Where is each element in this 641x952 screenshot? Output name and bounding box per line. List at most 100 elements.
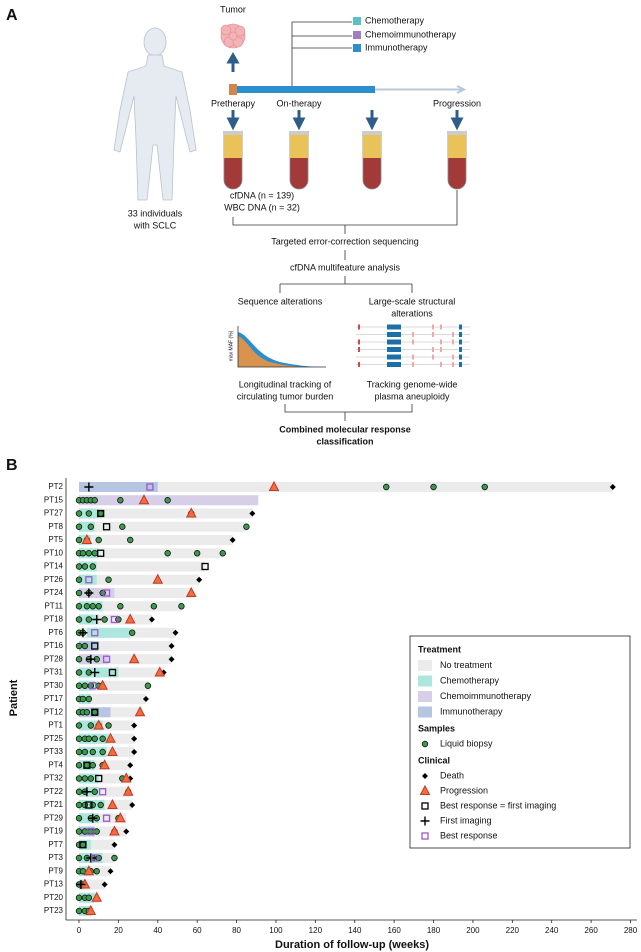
arrow [292, 110, 306, 131]
legend-symbol [419, 784, 431, 795]
segment [440, 362, 442, 367]
aneuploidy-plot [356, 324, 470, 367]
clinical-marker [105, 732, 116, 743]
clinical-marker [123, 828, 130, 835]
clinical-marker [172, 629, 179, 636]
clinical-marker [131, 735, 138, 742]
treatment-label: Chemoimmunotherapy [365, 29, 457, 39]
patient-label: PT27 [44, 509, 64, 518]
liquid-biopsy [75, 656, 83, 663]
liquid-biopsy [105, 722, 112, 729]
x-tick-label: 240 [545, 926, 559, 935]
segment [440, 347, 442, 352]
patient-label: PT30 [44, 681, 64, 690]
liquid-biopsy [99, 735, 106, 742]
result-label: circulating tumor burden [237, 391, 334, 401]
treatment-bar [78, 535, 233, 545]
liquid-biopsy [75, 563, 83, 570]
result-label: plasma aneuploidy [374, 391, 450, 401]
legend-swatch [418, 675, 432, 687]
patient-label: PT23 [44, 906, 64, 915]
legend-title: Treatment [418, 644, 461, 654]
legend-label: Death [440, 770, 464, 780]
segment [387, 332, 401, 337]
cohort-label: with SCLC [133, 220, 177, 230]
legend-label: Best response = first imaging [440, 800, 556, 810]
liquid-biopsy [87, 828, 95, 835]
clinical-marker [127, 762, 134, 769]
legend-swatch [418, 706, 432, 718]
liquid-biopsy [75, 894, 83, 901]
treatment-bar [78, 694, 146, 704]
liquid-biopsy [85, 550, 93, 557]
x-tick-label: 40 [153, 926, 162, 935]
patient-label: PT26 [44, 575, 64, 584]
liquid-biopsy [97, 510, 104, 517]
timeline-arrow [375, 85, 467, 94]
clinical-marker [196, 576, 203, 583]
liquid-biopsy [75, 589, 83, 597]
patient-label: PT17 [44, 694, 64, 703]
liquid-biopsy [79, 550, 87, 557]
liquid-biopsy [81, 775, 89, 782]
treatment-bar [78, 482, 613, 492]
clinical-marker [88, 813, 98, 823]
treatment-bar [78, 667, 164, 678]
clinical-marker [86, 654, 96, 664]
liquid-biopsy [85, 735, 93, 742]
legend-swatch [418, 660, 432, 671]
x-tick-label: 160 [387, 926, 401, 935]
treatment-bar [78, 641, 99, 651]
liquid-biopsy [75, 642, 83, 650]
liquid-biopsy [75, 828, 83, 835]
liquid-biopsy [85, 894, 93, 901]
patient-label: PT6 [48, 628, 63, 637]
liquid-biopsy [75, 907, 83, 915]
conclusion: Combined molecular response [279, 424, 411, 434]
panel-b: B Duration of follow-up (weeks) Patient … [6, 457, 638, 951]
liquid-biopsy [164, 550, 171, 557]
treatment-bar [78, 773, 131, 784]
sample-count: cfDNA (n = 139) [230, 190, 294, 200]
treatment-bar [78, 588, 192, 598]
x-tick-label: 260 [584, 926, 598, 935]
segment [387, 339, 401, 345]
maf-plot-part [237, 326, 326, 368]
liquid-biopsy [193, 550, 201, 557]
human-figure-part [143, 27, 167, 57]
liquid-biopsy [75, 576, 83, 583]
legend-label: Chemotherapy [440, 675, 500, 685]
liquid-biopsy [87, 523, 95, 530]
treatment-bar [78, 879, 105, 890]
segment [412, 339, 414, 345]
liquid-biopsy [91, 788, 98, 795]
treatment-bar [78, 561, 206, 572]
segment [412, 362, 414, 367]
treatment-bar [78, 800, 133, 810]
treatment-bar [78, 521, 95, 532]
patient-label: PT11 [44, 601, 63, 610]
treatment-bar [78, 574, 97, 585]
clinical-marker [84, 482, 94, 492]
treatment-bar [78, 482, 158, 492]
clinical-marker [98, 788, 107, 796]
clinical-marker [185, 507, 197, 518]
legend-symbol [421, 802, 429, 810]
liquid-biopsy [75, 682, 83, 689]
x-tick-label: 100 [269, 926, 283, 935]
segment [432, 354, 434, 360]
clinical-marker [85, 576, 93, 584]
legend-symbol [420, 816, 430, 826]
clinical-marker [102, 523, 111, 531]
x-tick-label: 280 [624, 926, 638, 935]
clinical-marker [107, 798, 118, 809]
timepoint-label: Progression [433, 98, 481, 108]
x-tick-label: 60 [193, 926, 202, 935]
cap [447, 131, 467, 135]
patient-label: PT7 [48, 840, 63, 849]
branch-title: Sequence alterations [238, 296, 323, 306]
clinical-marker [229, 537, 236, 543]
tumor-icon [220, 23, 246, 49]
sample-count: WBC DNA (n = 32) [224, 202, 300, 212]
